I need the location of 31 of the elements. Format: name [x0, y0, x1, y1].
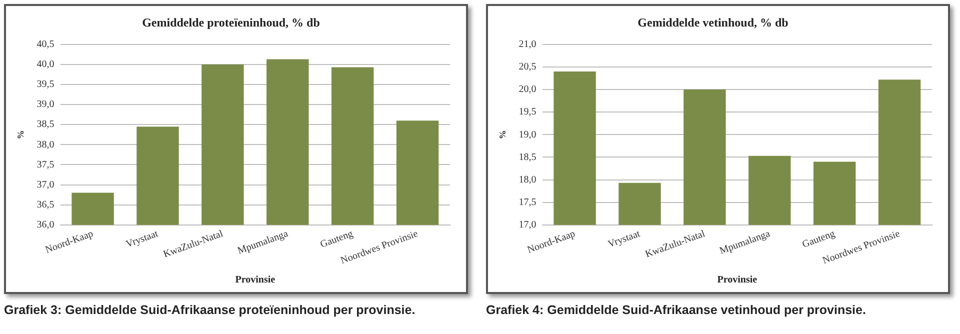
y-axis-title: %	[498, 130, 508, 140]
x-axis-title: Provinsie	[235, 274, 276, 286]
y-tick-label: 36,5	[36, 199, 54, 210]
y-tick-label: 21,0	[518, 39, 536, 50]
y-axis-title: %	[16, 130, 26, 140]
y-tick-label: 38,0	[36, 139, 54, 150]
y-tick-label: 20,5	[518, 62, 536, 73]
y-tick-label: 19,0	[518, 129, 536, 140]
y-tick-label: 17,0	[518, 220, 536, 231]
y-tick-label: 18,5	[518, 152, 536, 163]
chart-title: Gemiddelde vetinhoud, % db	[638, 15, 789, 30]
y-tick-label: 18,0	[518, 174, 536, 186]
y-tick-label: 17,5	[518, 196, 536, 208]
chart-title: Gemiddelde proteïeninhoud, % db	[142, 15, 320, 30]
y-tick-label: 37,0	[36, 179, 54, 190]
y-tick-label: 39,5	[36, 79, 54, 90]
text: Grafiek 3: Gemiddelde Suid-Afrikaanse proteïeninhoud per provinsie.	[4, 303, 416, 317]
x-axis-title: Provinsie	[717, 274, 758, 286]
y-tick-label: 38,5	[36, 119, 54, 130]
y-tick-label: 36,0	[36, 220, 54, 231]
y-tick-label: 19,5	[518, 106, 536, 118]
x-tick-label: Vrystaat	[606, 228, 642, 250]
x-tick-label: Vrystaat	[124, 228, 160, 250]
y-tick-label: 37,5	[36, 159, 54, 170]
text: Grafiek 4: Gemiddelde Suid-Afrikaanse vetinhoud per provinsie.	[486, 303, 867, 317]
y-tick-label: 39,0	[36, 99, 54, 110]
y-tick-label: 20,0	[518, 84, 536, 96]
y-tick-label: 40,0	[36, 59, 54, 70]
x-tick-label: Gauteng	[800, 228, 836, 250]
x-tick-label: Gauteng	[318, 228, 354, 250]
y-tick-label: 40,5	[36, 39, 54, 50]
